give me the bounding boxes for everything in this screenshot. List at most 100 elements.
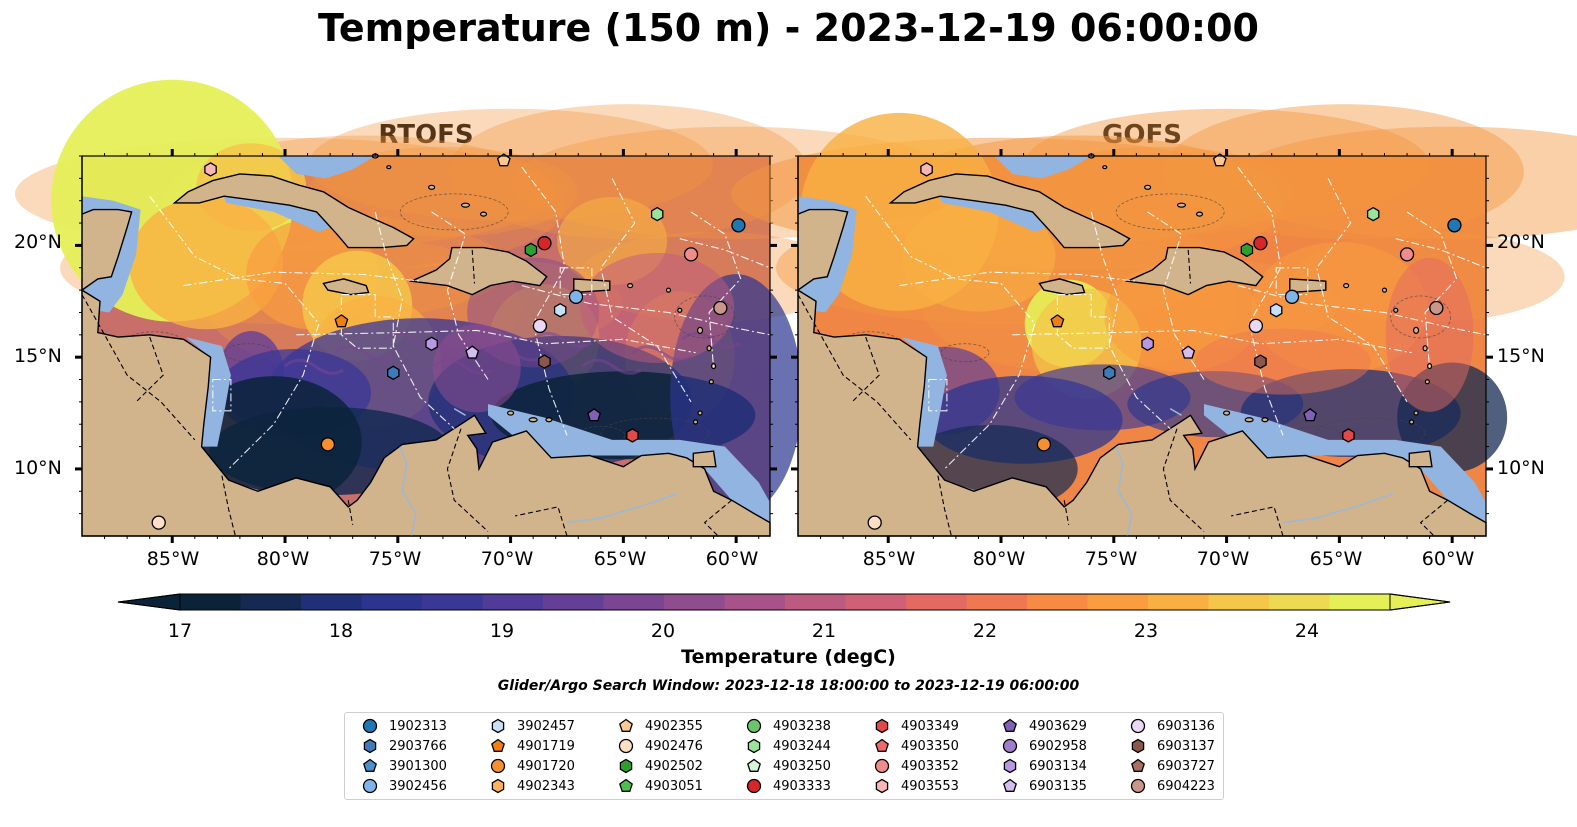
landmass <box>692 450 717 468</box>
legend-marker-4903051 <box>619 778 633 792</box>
eddy-swirl <box>432 358 493 375</box>
temperature-patch <box>1194 328 1371 395</box>
legend-label: 3902457 <box>517 718 575 734</box>
depth-contour <box>674 295 735 339</box>
island <box>706 345 712 352</box>
hexagon-marker-icon <box>875 718 889 734</box>
country-border <box>1187 249 1192 284</box>
map-panel-rtofs[interactable] <box>15 79 962 543</box>
island <box>1144 184 1152 190</box>
float-marker-6903134 <box>1141 336 1154 352</box>
eddy-swirl <box>581 358 642 375</box>
colorbar-bin <box>966 594 1028 610</box>
legend-marker-6903136 <box>1130 718 1146 734</box>
legend-marker-6902958 <box>1002 738 1018 754</box>
eddy-swirl <box>631 345 692 362</box>
country-border <box>221 475 236 537</box>
island <box>708 379 714 385</box>
float-marker-4903352 <box>1399 247 1415 262</box>
eez-boundary <box>899 271 1137 287</box>
colorbar-bin <box>1148 594 1209 610</box>
lat-tick-left: 20°N <box>14 231 62 253</box>
pentagon-marker-icon <box>619 778 633 792</box>
landmass <box>1408 450 1433 468</box>
legend-marker-4903553 <box>875 778 889 794</box>
hexagon-marker-icon <box>1003 758 1017 774</box>
temperature-colorbar <box>117 593 1451 611</box>
legend-marker-4901720 <box>490 758 506 774</box>
legend-label: 6903134 <box>1029 758 1087 774</box>
country-border <box>797 294 912 441</box>
lat-tick-right: 10°N <box>1497 457 1545 479</box>
pentagon-marker-icon <box>1003 718 1017 732</box>
colorbar-bin <box>1087 594 1149 610</box>
float-marker-4903333 <box>537 236 552 251</box>
island <box>1261 417 1269 423</box>
country-border <box>1162 428 1205 532</box>
legend-marker-6903727 <box>1131 758 1145 772</box>
legend-marker-1902313 <box>362 718 378 734</box>
river <box>566 492 678 524</box>
float-marker-3902457 <box>1269 302 1283 318</box>
float-marker-3902457 <box>553 302 567 318</box>
island <box>1393 307 1399 313</box>
depth-contour <box>1115 193 1225 231</box>
lon-tick-rtofs: 75°W <box>368 548 422 570</box>
island <box>479 211 488 217</box>
colorbar-bin <box>906 594 967 610</box>
legend-label: 3901300 <box>389 758 447 774</box>
island <box>1408 419 1415 425</box>
legend-entry: 4901719 <box>489 736 575 756</box>
map-panel-gofs[interactable] <box>731 104 1577 543</box>
legend-label: 2903766 <box>389 738 447 754</box>
pentagon-marker-icon <box>1003 778 1017 792</box>
lon-tick-gofs: 75°W <box>1084 548 1138 570</box>
landmass <box>797 156 849 292</box>
legend-entry: 1902313 <box>361 716 447 736</box>
lon-tick-rtofs: 70°W <box>480 548 534 570</box>
temperature-patch <box>129 197 284 330</box>
eez-boundary <box>1275 267 1309 296</box>
temperature-patch <box>1251 242 1428 374</box>
depth-contour <box>600 417 710 449</box>
float-marker-4903349 <box>1342 428 1355 443</box>
colorbar-bin <box>1208 594 1270 610</box>
legend-label: 4903250 <box>773 758 831 774</box>
eez-boundary <box>183 271 421 287</box>
legend-label: 1902313 <box>389 718 447 734</box>
eez-boundary <box>374 211 455 430</box>
legend-entry: 6903134 <box>1001 756 1087 776</box>
island <box>1222 410 1231 416</box>
country-border <box>703 499 733 537</box>
eez-boundary <box>690 211 742 369</box>
island <box>1343 283 1350 289</box>
eez-boundary <box>865 195 1036 470</box>
legend-entry: 4903250 <box>745 756 831 776</box>
eddy-swirl <box>284 358 344 375</box>
legend-entry: 4903349 <box>873 716 959 736</box>
float-marker-4901719 <box>1050 314 1065 328</box>
river <box>399 446 417 537</box>
legend-marker-3902457 <box>491 718 505 734</box>
float-marker-4903553 <box>920 162 933 177</box>
hexagon-marker-icon <box>1131 738 1145 754</box>
legend-label: 4901719 <box>517 738 575 754</box>
island <box>1422 345 1428 352</box>
legend-marker-4902502 <box>619 758 633 774</box>
legend-marker-6903137 <box>1131 738 1145 754</box>
legend-label: 4902355 <box>645 718 703 734</box>
island <box>1176 202 1187 208</box>
island <box>545 417 553 423</box>
country-border <box>514 506 568 537</box>
eez-boundary <box>340 294 394 349</box>
island <box>1381 287 1388 293</box>
legend-marker-2903766 <box>363 738 377 754</box>
legend-marker-4903352 <box>874 758 890 774</box>
temperature-patch <box>447 104 808 240</box>
legend-label: 4903244 <box>773 738 831 754</box>
lon-tick-gofs: 80°W <box>972 548 1026 570</box>
legend-label: 4902476 <box>645 738 703 754</box>
temperature-patch <box>1227 126 1577 240</box>
river <box>453 407 466 416</box>
float-marker-1902313 <box>1447 218 1462 233</box>
